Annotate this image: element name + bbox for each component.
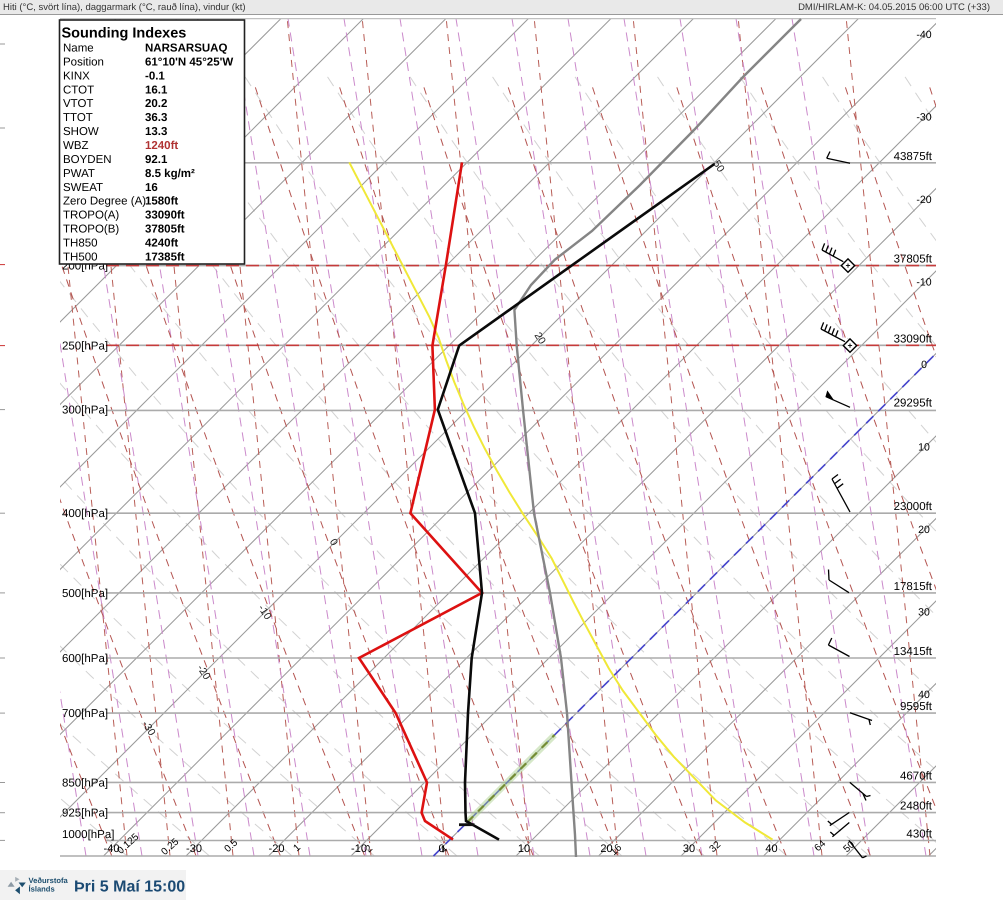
svg-text:10: 10 (518, 843, 530, 855)
svg-text:-10: -10 (916, 277, 931, 289)
svg-text:430ft: 430ft (906, 828, 932, 840)
svg-text:TTOT: TTOT (63, 112, 93, 124)
svg-text:29295ft: 29295ft (894, 398, 933, 410)
svg-text:-20: -20 (916, 194, 931, 206)
svg-text:-30: -30 (916, 112, 931, 124)
svg-text:TH850: TH850 (63, 238, 98, 250)
svg-text:13415ft: 13415ft (894, 646, 933, 658)
svg-text:43875ft: 43875ft (894, 151, 933, 163)
svg-text:20: 20 (532, 330, 549, 346)
svg-text:9595ft: 9595ft (900, 701, 933, 713)
svg-text:SWEAT: SWEAT (63, 182, 103, 194)
svg-text:1580ft: 1580ft (145, 196, 178, 208)
svg-text:DMI/HIRLAM-K: 04.05.2015 06:00: DMI/HIRLAM-K: 04.05.2015 06:00 UTC (+33) (798, 2, 990, 13)
svg-text:-10: -10 (351, 843, 367, 855)
svg-text:Veðurstofa: Veðurstofa (29, 876, 69, 885)
svg-text:33090ft: 33090ft (145, 210, 185, 222)
svg-text:400[hPa]: 400[hPa] (62, 508, 108, 520)
svg-text:50: 50 (710, 158, 727, 174)
svg-text:17385ft: 17385ft (145, 251, 185, 263)
svg-text:NARSARSUAQ: NARSARSUAQ (145, 43, 227, 55)
svg-text:20: 20 (918, 524, 930, 536)
svg-text:CTOT: CTOT (63, 84, 94, 96)
svg-text:PWAT: PWAT (63, 168, 95, 180)
svg-text:Hiti (°C, svört lína), daggarm: Hiti (°C, svört lína), daggarmark (°C, r… (3, 2, 246, 13)
svg-text:KINX: KINX (63, 70, 90, 82)
svg-text:4: 4 (439, 844, 451, 856)
svg-text:Zero Degree (A): Zero Degree (A) (63, 196, 146, 208)
svg-text:1: 1 (292, 842, 304, 854)
svg-text:VTOT: VTOT (63, 98, 93, 110)
svg-text:37805ft: 37805ft (145, 224, 185, 236)
svg-text:500[hPa]: 500[hPa] (62, 588, 108, 600)
svg-text:1240ft: 1240ft (145, 140, 178, 152)
svg-text:-30: -30 (186, 843, 202, 855)
svg-text:37805ft: 37805ft (894, 254, 933, 266)
svg-text:Name: Name (63, 43, 94, 55)
svg-text:0: 0 (327, 537, 340, 549)
svg-text:61°10'N 45°25'W: 61°10'N 45°25'W (145, 56, 233, 68)
svg-text:1000[hPa]: 1000[hPa] (62, 829, 114, 841)
svg-text:TROPO(B): TROPO(B) (63, 224, 119, 236)
svg-text:BOYDEN: BOYDEN (63, 154, 112, 166)
svg-text:300[hPa]: 300[hPa] (62, 405, 108, 417)
svg-text:925[hPa]: 925[hPa] (62, 808, 108, 820)
svg-text:40: 40 (918, 689, 930, 701)
svg-text:16: 16 (145, 182, 158, 194)
svg-text:33090ft: 33090ft (894, 334, 933, 346)
svg-text:700[hPa]: 700[hPa] (62, 708, 108, 720)
svg-text:8.5 kg/m²: 8.5 kg/m² (145, 168, 195, 180)
svg-text:40: 40 (765, 843, 777, 855)
svg-text:Sounding Indexes: Sounding Indexes (62, 26, 187, 42)
svg-text:850[hPa]: 850[hPa] (62, 778, 108, 790)
svg-text:-40: -40 (916, 29, 931, 41)
svg-text:-40: -40 (104, 843, 120, 855)
svg-text:13.3: 13.3 (145, 126, 167, 138)
svg-text:Þri 5 Maí 15:00: Þri 5 Maí 15:00 (74, 879, 185, 896)
svg-text:0: 0 (921, 359, 927, 371)
svg-text:4670ft: 4670ft (900, 771, 933, 783)
svg-text:23000ft: 23000ft (894, 501, 933, 513)
svg-text:4240ft: 4240ft (145, 238, 178, 250)
svg-text:17815ft: 17815ft (894, 581, 933, 593)
svg-text:-0.1: -0.1 (145, 70, 165, 82)
svg-text:Position: Position (63, 56, 104, 68)
svg-text:TH500: TH500 (63, 251, 98, 263)
svg-text:Íslands: Íslands (29, 885, 55, 894)
svg-text:20.2: 20.2 (145, 98, 167, 110)
svg-text:10: 10 (918, 442, 930, 454)
svg-text:600[hPa]: 600[hPa] (62, 653, 108, 665)
svg-text:16.1: 16.1 (145, 84, 168, 96)
svg-text:2480ft: 2480ft (900, 801, 933, 813)
svg-text:36.3: 36.3 (145, 112, 167, 124)
svg-text:TROPO(A): TROPO(A) (63, 210, 119, 222)
svg-text:20: 20 (600, 843, 612, 855)
svg-text:30: 30 (683, 843, 695, 855)
svg-text:250[hPa]: 250[hPa] (62, 341, 108, 353)
svg-text:30: 30 (918, 607, 930, 619)
svg-text:0: 0 (438, 843, 444, 855)
svg-text:2: 2 (364, 843, 376, 855)
svg-text:SHOW: SHOW (63, 126, 99, 138)
svg-text:-20: -20 (269, 843, 285, 855)
svg-text:92.1: 92.1 (145, 154, 168, 166)
svg-text:WBZ: WBZ (63, 140, 89, 152)
